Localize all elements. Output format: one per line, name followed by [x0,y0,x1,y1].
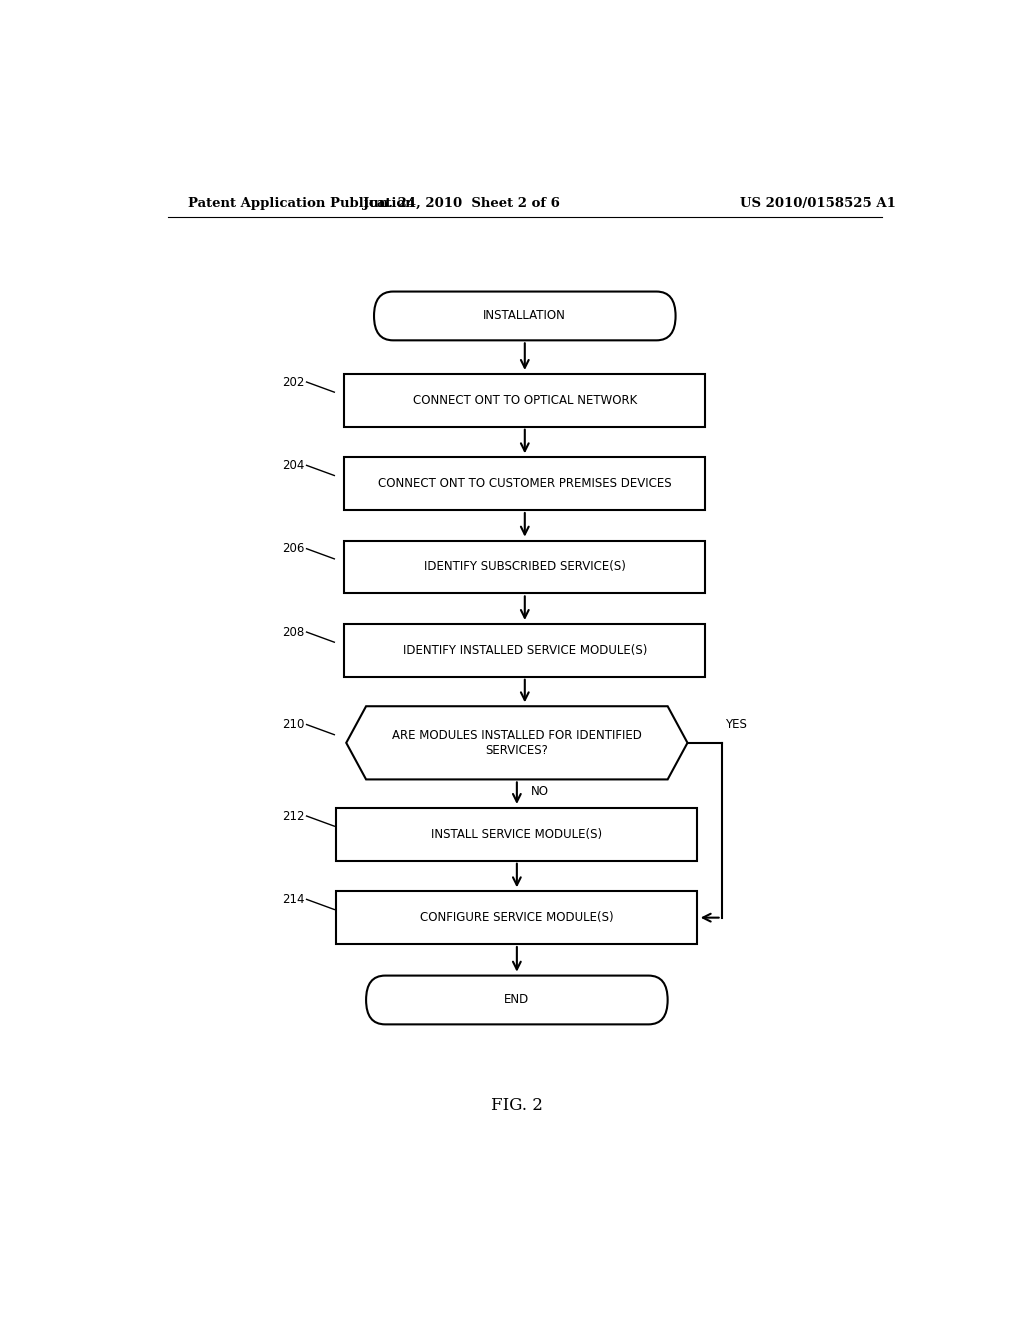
Text: 204: 204 [282,459,304,471]
Text: 206: 206 [282,543,304,556]
Text: END: END [504,994,529,1006]
Polygon shape [346,706,687,779]
Text: FIG. 2: FIG. 2 [490,1097,543,1114]
Bar [344,374,706,426]
FancyBboxPatch shape [367,975,668,1024]
Bar [336,808,697,861]
Bar [336,891,697,944]
Text: 208: 208 [282,626,304,639]
Text: NO: NO [531,785,549,799]
Text: CONNECT ONT TO CUSTOMER PREMISES DEVICES: CONNECT ONT TO CUSTOMER PREMISES DEVICES [378,477,672,490]
Text: 210: 210 [282,718,304,731]
Text: Patent Application Publication: Patent Application Publication [187,197,415,210]
Text: 214: 214 [282,892,304,906]
Text: YES: YES [725,718,746,731]
Text: CONNECT ONT TO OPTICAL NETWORK: CONNECT ONT TO OPTICAL NETWORK [413,393,637,407]
Text: IDENTIFY INSTALLED SERVICE MODULE(S): IDENTIFY INSTALLED SERVICE MODULE(S) [402,644,647,657]
Text: 212: 212 [282,809,304,822]
Bar [344,624,706,677]
Text: CONFIGURE SERVICE MODULE(S): CONFIGURE SERVICE MODULE(S) [420,911,613,924]
Text: US 2010/0158525 A1: US 2010/0158525 A1 [740,197,896,210]
Text: ARE MODULES INSTALLED FOR IDENTIFIED
SERVICES?: ARE MODULES INSTALLED FOR IDENTIFIED SER… [392,729,642,756]
Text: IDENTIFY SUBSCRIBED SERVICE(S): IDENTIFY SUBSCRIBED SERVICE(S) [424,561,626,573]
Bar [344,541,706,594]
Text: INSTALLATION: INSTALLATION [483,309,566,322]
FancyBboxPatch shape [374,292,676,341]
Bar [344,457,706,510]
Text: INSTALL SERVICE MODULE(S): INSTALL SERVICE MODULE(S) [431,828,602,841]
Text: Jun. 24, 2010  Sheet 2 of 6: Jun. 24, 2010 Sheet 2 of 6 [362,197,560,210]
Text: 202: 202 [282,375,304,388]
